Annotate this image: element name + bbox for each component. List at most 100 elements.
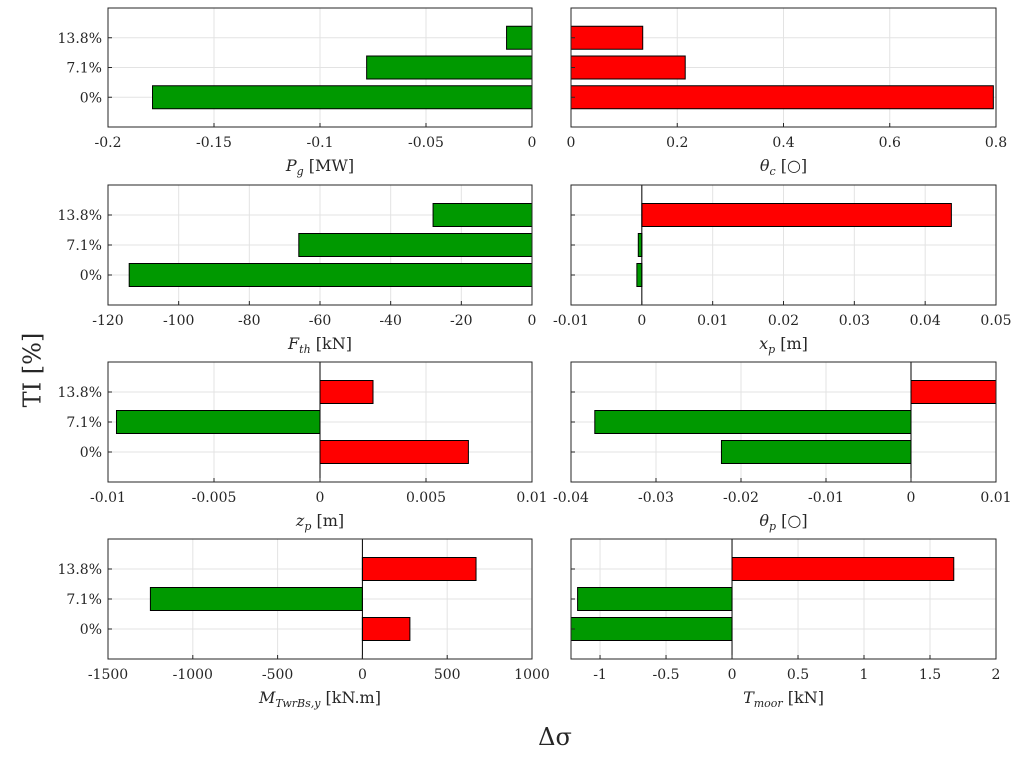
- x-tick-label: 0.01: [697, 313, 728, 329]
- x-axis-unit: [m]: [775, 334, 808, 353]
- bar-0pct: [361, 617, 411, 641]
- bar-7-1pct: [594, 410, 912, 434]
- x-axis-unit: [○]: [776, 511, 808, 530]
- x-tick-label: -0.2: [95, 135, 122, 151]
- subplot-1: 0 0.2 0.4 0.6 0.8 θc [○]: [567, 7, 1007, 178]
- x-axis-label: Tmoor [kN]: [743, 688, 824, 710]
- subplot-grid: -0.2 -0.15 -0.1 -0.05 0 0% 7.1% 13.8% Pg [MW] 0 0.…: [58, 7, 1012, 710]
- x-tick-label: -0.01: [553, 313, 589, 329]
- bar-7-1pct: [298, 233, 533, 257]
- x-tick-label: -1500: [88, 667, 128, 683]
- x-tick-label: 0.2: [666, 135, 688, 151]
- x-axis-unit: [○]: [776, 156, 808, 175]
- x-tick-label: 0.03: [839, 313, 870, 329]
- x-tick-label: 0.04: [910, 313, 941, 329]
- x-tick-label: 0.6: [879, 135, 901, 151]
- bar-0pct: [720, 440, 912, 464]
- y-tick-label: 13.8%: [58, 31, 102, 47]
- bar-13-8pct: [506, 25, 533, 50]
- subplot-6: -1500 -1000 -500 0 500 1000 0% 7.1% 13.8% MTwrBs,…: [58, 538, 550, 710]
- y-tick-label: 13.8%: [58, 562, 102, 578]
- x-tick-label: -40: [379, 313, 402, 329]
- figure-ylabel: TI [%]: [19, 333, 47, 408]
- x-tick-label: 1000: [514, 667, 550, 683]
- x-axis-unit: [kN.m]: [320, 688, 381, 707]
- subplot-4: -0.01 -0.005 0 0.005 0.01 0% 7.1% 13.8% zp [m]: [58, 361, 548, 533]
- x-axis-symbol: F: [287, 334, 300, 353]
- bar-13-8pct: [570, 25, 644, 50]
- x-tick-label: -0.05: [408, 135, 444, 151]
- bar-0pct: [128, 263, 533, 287]
- x-tick-label: 2: [992, 667, 1001, 683]
- figure-xlabel: Δσ: [538, 723, 572, 751]
- x-axis-symbol: x: [759, 334, 768, 353]
- bar-13-8pct: [910, 380, 997, 404]
- x-tick-label: 0.5: [787, 667, 809, 683]
- x-axis-label: Fth [kN]: [287, 334, 352, 356]
- y-tick-label: 7.1%: [66, 415, 102, 431]
- x-tick-label: 0.02: [768, 313, 799, 329]
- x-axis-symbol: T: [743, 688, 755, 707]
- x-axis-label: Pg [MW]: [285, 156, 354, 178]
- x-tick-label: -60: [309, 313, 332, 329]
- x-axis-subscript: p: [769, 520, 776, 533]
- x-axis-subscript: g: [297, 165, 304, 178]
- subplot-0: -0.2 -0.15 -0.1 -0.05 0 0% 7.1% 13.8% Pg [MW]: [58, 7, 537, 178]
- x-tick-label: 0.4: [772, 135, 794, 151]
- x-tick-label: -0.03: [638, 490, 674, 506]
- x-tick-label: 0: [528, 313, 537, 329]
- x-tick-label: 1.5: [919, 667, 941, 683]
- subplot-2: -120 -100 -80 -60 -40 -20 0 0% 7.1% 13.8% Fth [kN]: [58, 184, 537, 356]
- bar-7-1pct: [115, 410, 321, 434]
- x-axis-symbol: P: [285, 156, 297, 175]
- y-tick-label: 0%: [80, 622, 102, 638]
- x-tick-label: -80: [238, 313, 261, 329]
- x-axis-symbol: z: [295, 511, 305, 530]
- bar-13-8pct: [361, 557, 477, 581]
- x-tick-label: -20: [450, 313, 473, 329]
- x-axis-unit: [kN]: [783, 688, 824, 707]
- x-axis-label: θp [○]: [759, 511, 807, 533]
- x-tick-label: -0.01: [90, 490, 126, 506]
- x-tick-label: -0.1: [307, 135, 334, 151]
- x-tick-label: 0.01: [516, 490, 547, 506]
- bar-13-8pct: [319, 380, 374, 404]
- x-tick-label: 0: [567, 135, 576, 151]
- x-axis-unit: [MW]: [304, 156, 354, 175]
- x-axis-label: MTwrBs,y [kN.m]: [258, 688, 381, 710]
- bar-7-1pct: [570, 55, 686, 80]
- x-tick-label: -0.005: [192, 490, 237, 506]
- x-axis-subscript: p: [304, 520, 311, 533]
- x-tick-label: -0.01: [808, 490, 844, 506]
- x-axis-symbol: θ: [759, 511, 769, 530]
- bar-7-1pct: [637, 233, 643, 257]
- y-tick-label: 7.1%: [66, 592, 102, 608]
- x-tick-label: -100: [163, 313, 194, 329]
- x-tick-label: 1: [860, 667, 869, 683]
- bar-0pct: [636, 263, 643, 287]
- x-tick-label: -0.04: [553, 490, 589, 506]
- y-tick-label: 7.1%: [66, 238, 102, 254]
- x-axis-label: θc [○]: [760, 156, 807, 178]
- y-tick-label: 7.1%: [66, 61, 102, 77]
- bar-13-8pct: [641, 203, 952, 227]
- bar-7-1pct: [149, 587, 363, 611]
- x-tick-label: 500: [434, 667, 461, 683]
- subplot-7: -1 -0.5 0 0.5 1 1.5 2 Tmoor [kN]: [570, 538, 1001, 710]
- x-axis-subscript: TwrBs,y: [275, 697, 321, 710]
- x-tick-label: -1: [593, 667, 607, 683]
- x-tick-label: 0.05: [980, 313, 1011, 329]
- x-tick-label: 0.005: [406, 490, 446, 506]
- x-axis-subscript: th: [299, 343, 311, 356]
- x-axis-unit: [kN]: [311, 334, 352, 353]
- bar-0pct: [152, 85, 533, 110]
- x-axis-symbol: M: [258, 688, 276, 707]
- x-tick-label: 0: [358, 667, 367, 683]
- x-tick-label: 0.8: [985, 135, 1007, 151]
- x-tick-label: -0.02: [723, 490, 759, 506]
- subplot-5: -0.04 -0.03 -0.02 -0.01 0 0.01 θp [○]: [553, 361, 1012, 533]
- bar-0pct: [319, 440, 469, 464]
- x-tick-label: 0: [528, 135, 537, 151]
- y-tick-label: 0%: [80, 90, 102, 106]
